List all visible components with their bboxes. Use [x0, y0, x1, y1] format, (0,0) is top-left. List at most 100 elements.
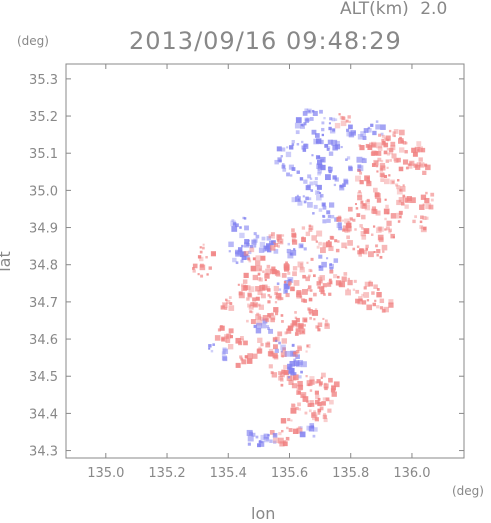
data-cell [322, 283, 327, 288]
negative-cell-cluster [318, 254, 339, 271]
data-cell [295, 354, 300, 359]
positive-cell-cluster [413, 157, 431, 175]
data-cell [298, 243, 304, 249]
negative-cell-cluster [286, 242, 307, 259]
data-cell [250, 265, 257, 272]
data-cell [326, 218, 331, 223]
positive-cell-cluster [302, 307, 319, 323]
negative-cell-cluster [281, 163, 300, 177]
data-cell [257, 277, 262, 281]
data-cell [220, 305, 225, 310]
data-cell [308, 268, 312, 273]
negative-cell-cluster [299, 174, 318, 191]
data-cell [256, 265, 263, 272]
data-cell [386, 166, 389, 169]
data-cell [295, 322, 300, 328]
data-cell [357, 168, 361, 172]
data-cell [291, 383, 297, 389]
data-cell [299, 177, 304, 181]
data-cell [356, 245, 360, 248]
data-cell [372, 302, 376, 307]
data-cell [235, 261, 239, 265]
data-cell [396, 199, 402, 206]
data-cell [336, 275, 340, 279]
data-cell [286, 426, 289, 430]
data-cell [228, 305, 235, 311]
data-cell [386, 152, 390, 156]
data-cell [370, 151, 375, 156]
data-cell [388, 174, 391, 177]
data-cell [326, 210, 331, 215]
data-cell [371, 206, 377, 211]
data-cell [365, 200, 370, 205]
data-cell [282, 168, 287, 172]
data-cell [376, 288, 380, 291]
data-cell [248, 259, 252, 263]
data-cell [302, 195, 305, 198]
data-cell [386, 212, 389, 215]
data-cell [323, 418, 328, 423]
data-cell [275, 292, 282, 299]
data-cell [323, 116, 326, 120]
data-cell [206, 273, 209, 276]
data-cell [280, 155, 283, 158]
data-cell [398, 210, 403, 215]
data-cell [268, 364, 273, 369]
data-cell [341, 116, 345, 120]
data-cell [302, 148, 307, 152]
data-cell [347, 279, 353, 286]
data-cell [270, 232, 275, 237]
data-cell [299, 266, 304, 270]
positive-cell-cluster [355, 168, 372, 187]
data-cell [425, 203, 432, 210]
data-cell [202, 243, 205, 246]
data-cell [281, 273, 287, 278]
data-cell [319, 191, 322, 195]
data-cell [239, 232, 245, 239]
data-cell [388, 299, 394, 305]
data-cell [374, 193, 381, 199]
data-cell [375, 120, 379, 123]
chart-title: 2013/09/16 09:48:29 [129, 27, 402, 55]
data-cell [396, 157, 401, 163]
positive-cell-cluster [294, 322, 306, 336]
data-cell [272, 241, 276, 244]
data-cell [415, 164, 421, 170]
data-cell [322, 317, 325, 320]
data-cell [406, 196, 413, 202]
data-cell [249, 310, 252, 313]
data-cell [381, 138, 385, 142]
data-cell [198, 256, 204, 262]
positive-cell-cluster [313, 317, 330, 332]
data-cell [283, 440, 287, 443]
data-cell [287, 277, 294, 283]
data-cell [309, 177, 313, 180]
data-cell [295, 196, 301, 202]
data-cell [317, 169, 323, 174]
data-cell [327, 166, 333, 172]
data-cell [341, 242, 347, 249]
data-cell [339, 281, 346, 288]
data-cell [348, 120, 351, 124]
data-cell [346, 288, 350, 291]
data-cell [320, 285, 325, 290]
data-cell [348, 166, 353, 172]
data-cell [292, 271, 297, 277]
data-cell [380, 178, 385, 183]
data-cell [291, 197, 297, 203]
data-cell [361, 227, 364, 230]
negative-cell-cluster [333, 177, 349, 191]
data-cell [361, 203, 367, 209]
data-cell [260, 343, 264, 347]
data-cell [312, 110, 318, 116]
data-cell [377, 226, 382, 231]
data-cell [410, 197, 416, 204]
data-cell [314, 308, 318, 311]
positive-cell-cluster [375, 226, 395, 243]
data-cell [352, 218, 356, 222]
data-cell [286, 146, 289, 149]
data-cell [388, 302, 394, 308]
data-cell [246, 319, 249, 323]
data-cell [372, 187, 378, 193]
data-cell [345, 119, 349, 123]
